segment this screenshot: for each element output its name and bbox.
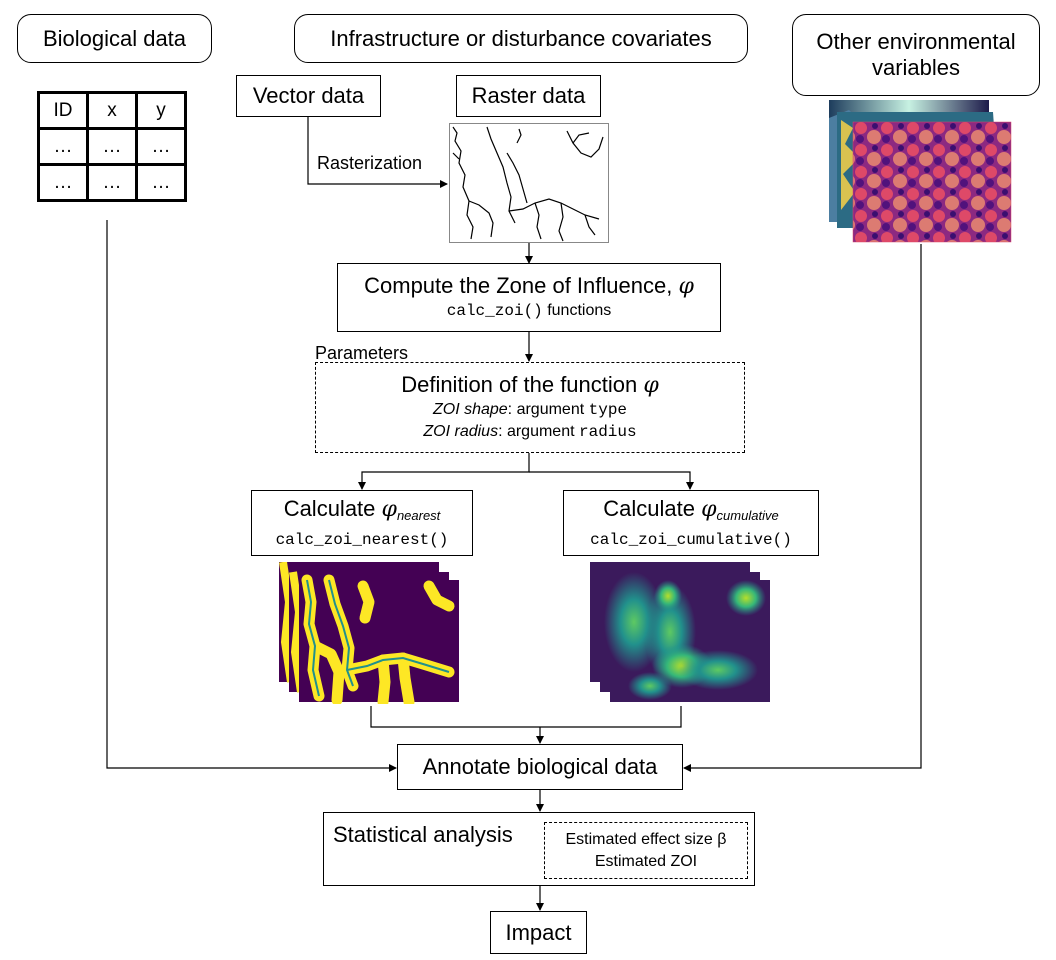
definition-title-row: Definition of the function φ	[401, 372, 659, 399]
raster-data-box: Raster data	[456, 75, 601, 117]
table-cell: …	[37, 127, 89, 166]
phi-symbol: φ	[701, 496, 717, 522]
biological-data-label: Biological data	[42, 25, 187, 51]
compute-zoi-title: Compute the Zone of Influence,	[364, 273, 673, 298]
calc-zoi-func: calc_zoi()	[446, 302, 543, 320]
zoi-radius-row: ZOI radius: argument radius	[423, 421, 636, 443]
definition-split-line	[358, 453, 530, 490]
table-cell: …	[135, 163, 187, 202]
calc-nearest-title-row: Calculate φnearest	[284, 496, 441, 529]
table-cell: …	[135, 127, 187, 166]
estimated-effect-size: Estimated effect size β	[565, 830, 727, 848]
infrastructure-box: Infrastructure or disturbance covariates	[294, 14, 748, 63]
raster-data-label: Raster data	[471, 83, 586, 108]
zoi-shape-text: : argument	[507, 401, 589, 418]
impact-label: Impact	[505, 919, 572, 945]
calc-nearest-box: Calculate φnearest calc_zoi_nearest()	[251, 490, 473, 556]
infrastructure-label: Infrastructure or disturbance covariates	[330, 25, 712, 51]
table-header-cell: ID	[37, 91, 89, 130]
compute-zoi-box: Compute the Zone of Influence, φ calc_zo…	[337, 263, 721, 332]
impact-box: Impact	[490, 911, 587, 954]
definition-box: Definition of the function φ ZOI shape: …	[315, 362, 745, 453]
table-cell: …	[37, 163, 89, 202]
nearest-zoi-rasters	[279, 562, 459, 704]
parameters-label: Parameters	[315, 343, 409, 363]
calc-cumulative-func: calc_zoi_cumulative()	[590, 530, 792, 549]
table-header-cell: y	[135, 91, 187, 130]
zoi-shape-label: ZOI shape	[432, 401, 508, 418]
bio-to-annotate-arrow	[106, 220, 397, 772]
calc-cumulative-title: Calculate	[603, 495, 696, 521]
annotate-label: Annotate biological data	[422, 754, 658, 779]
env-to-annotate-arrow	[683, 244, 922, 772]
phi-symbol: φ	[381, 496, 397, 522]
cumulative-subscript: cumulative	[716, 507, 779, 523]
table-row: … … …	[37, 127, 187, 166]
table-header-cell: x	[86, 91, 138, 130]
statistical-analysis-label: Statistical analysis	[333, 822, 513, 847]
zoi-radius-label: ZOI radius	[423, 423, 499, 440]
table-cell: …	[86, 127, 138, 166]
zoi-radius-text: : argument	[498, 423, 579, 440]
annotate-box: Annotate biological data	[397, 744, 683, 790]
vector-data-label: Vector data	[252, 83, 365, 108]
calc-cumulative-title-row: Calculate φcumulative	[603, 496, 778, 529]
table-header-row: ID x y	[37, 91, 187, 130]
definition-title: Definition of the function	[401, 372, 638, 397]
calc-cumulative-box: Calculate φcumulative calc_zoi_cumulativ…	[563, 490, 819, 556]
biological-data-box: Biological data	[17, 14, 212, 63]
nearest-subscript: nearest	[396, 507, 441, 523]
table-cell: …	[86, 163, 138, 202]
compute-zoi-func-row: calc_zoi() functions	[447, 300, 612, 322]
nearest-raster-line	[370, 706, 682, 728]
rasterization-arrow	[307, 117, 448, 188]
zoi-shape-row: ZOI shape: argument type	[433, 399, 627, 421]
phi-symbol: φ	[678, 274, 694, 299]
vector-data-box: Vector data	[236, 75, 381, 117]
definition-to-cumulative-arrow	[529, 471, 694, 490]
estimated-zoi: Estimated ZOI	[594, 852, 698, 870]
rasterized-infrastructure-image	[449, 123, 609, 243]
calc-nearest-title: Calculate	[283, 495, 376, 521]
biological-data-table: ID x y … … … … … …	[37, 91, 187, 202]
environmental-variables-rasters	[829, 100, 1012, 243]
other-env-label: Other environmental variables	[816, 29, 1016, 80]
phi-symbol: φ	[643, 373, 659, 398]
zoi-shape-arg: type	[588, 401, 628, 419]
cumulative-zoi-rasters	[590, 562, 770, 702]
rasterization-label: Rasterization	[317, 153, 423, 173]
other-env-box: Other environmental variables	[792, 14, 1040, 96]
calc-zoi-suffix: functions	[542, 302, 612, 319]
zoi-radius-arg: radius	[579, 423, 637, 441]
statistical-analysis-box: Statistical analysis Estimated effect si…	[323, 812, 755, 886]
table-row: … … …	[37, 163, 187, 202]
compute-zoi-title-row: Compute the Zone of Influence, φ	[364, 273, 694, 300]
calc-nearest-func: calc_zoi_nearest()	[275, 530, 449, 549]
estimates-box: Estimated effect size β Estimated ZOI	[544, 822, 748, 879]
